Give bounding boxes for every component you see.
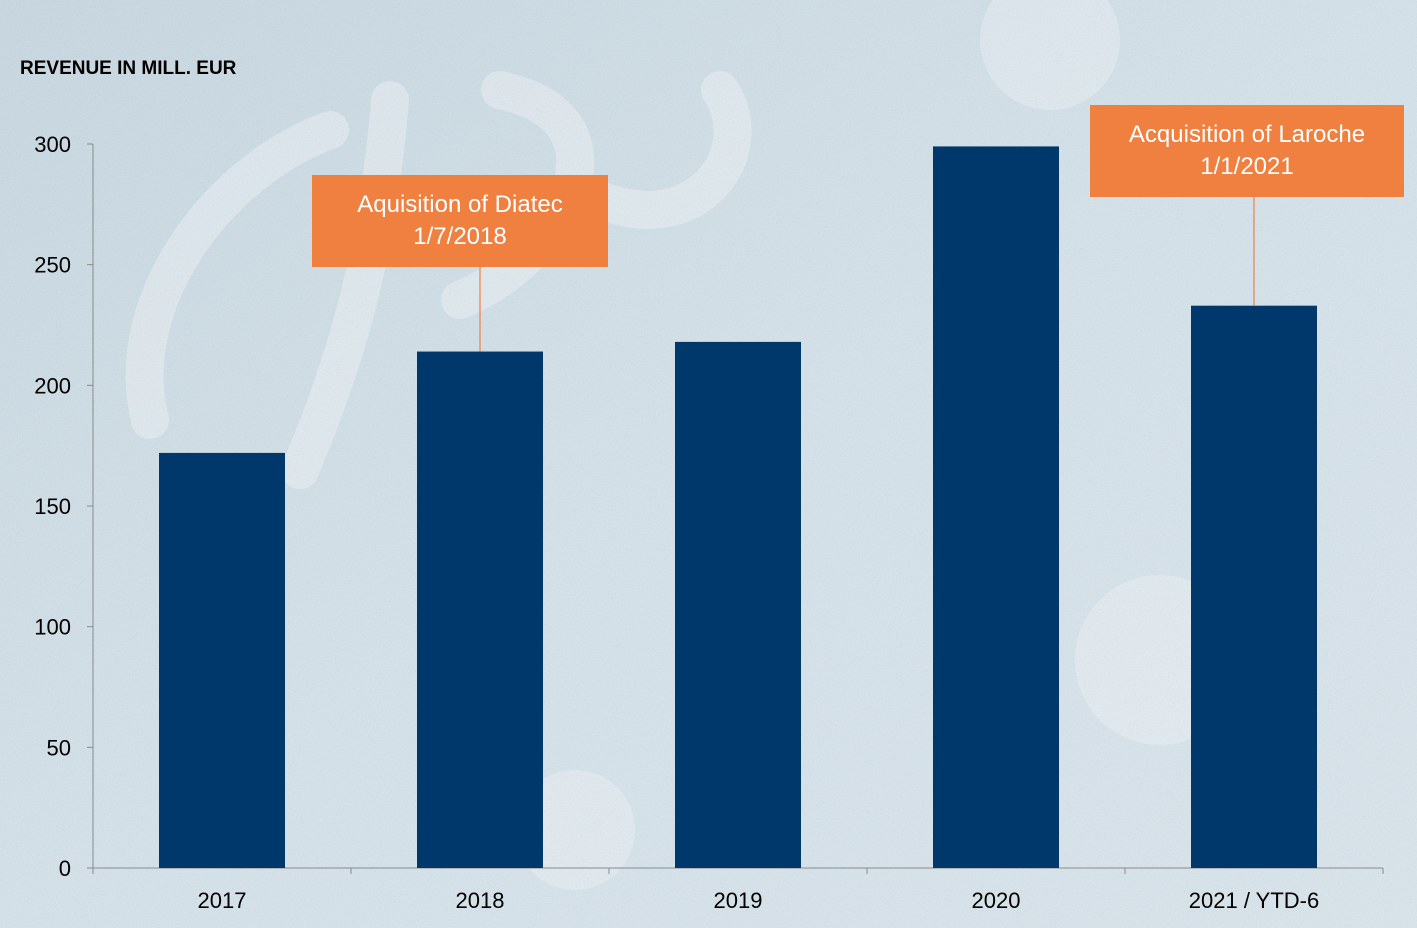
bar-2018 [417,351,543,869]
annotation-leaders [479,197,1255,352]
y-tick-label: 100 [34,615,71,640]
y-tick-label: 50 [47,735,71,760]
bar-2020 [933,146,1059,868]
y-tick-label: 200 [34,373,71,398]
annotation-callout: Aquisition of Diatec 1/7/2018 [312,175,608,267]
x-tick-label: 2019 [714,888,763,913]
chart-title: REVENUE IN MILL. EUR [20,58,237,79]
annotation-title: Aquisition of Diatec [357,191,563,218]
annotation-title: Acquisition of Laroche [1128,121,1366,148]
y-tick-label: 0 [59,856,71,881]
annotation-date: 1/7/2018 [413,223,507,250]
y-tick-label: 150 [34,494,71,519]
annotation-date: 1/1/2021 [1200,153,1294,180]
bar-2017 [159,452,285,868]
bar-2019 [675,341,801,869]
annotation-callout: Acquisition of Laroche 1/1/2021 [1090,105,1404,197]
x-tick-label: 2021 / YTD-6 [1189,888,1319,913]
x-tick-label: 2020 [972,888,1021,913]
y-tick-label: 300 [34,132,71,157]
bar-2021-ytd-6 [1191,305,1317,868]
x-axis: 2017 2018 2019 2020 2021 / YTD-6 [92,867,1384,913]
y-tick-label: 250 [34,253,71,278]
x-tick-label: 2018 [456,888,505,913]
y-axis: 0 50 100 150 200 250 300 [34,132,94,881]
bars [159,146,1317,869]
x-tick-label: 2017 [198,888,247,913]
